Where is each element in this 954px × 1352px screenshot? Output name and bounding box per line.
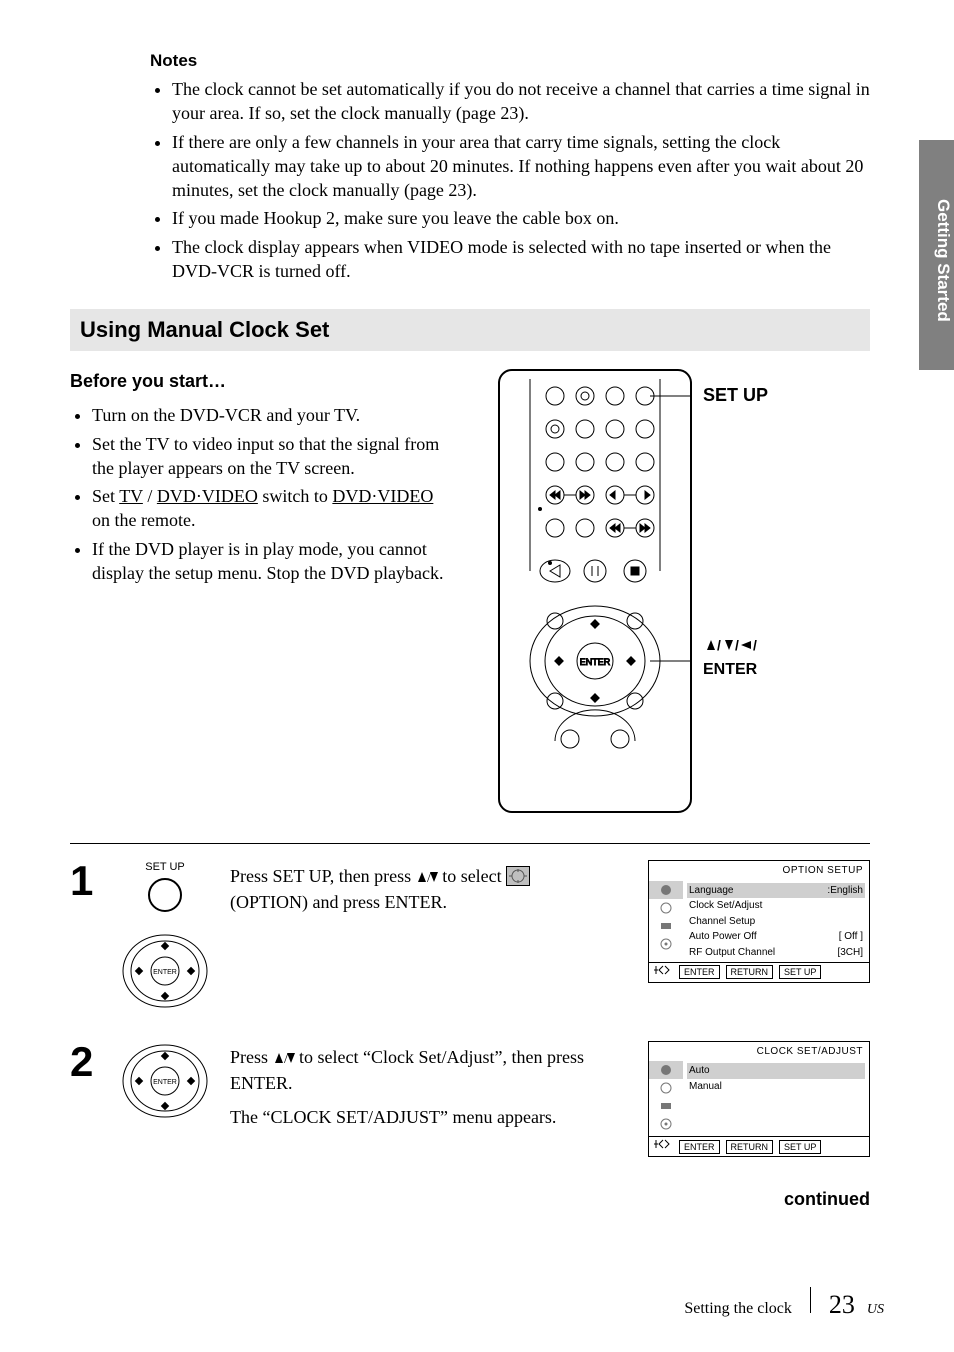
osd-footer: ENTER RETURN SET UP: [649, 962, 869, 982]
svg-text:ENTER: ENTER: [580, 657, 611, 667]
enter-wheel-icon: ENTER: [120, 931, 210, 1011]
enter-wheel-icon: ENTER: [120, 1041, 210, 1121]
svg-text:ENTER: ENTER: [153, 1079, 177, 1086]
section-title: Using Manual Clock Set: [70, 309, 870, 351]
osd-button: ENTER: [679, 965, 720, 979]
remote-buttons-svg: ENTER: [500, 371, 690, 811]
svg-text:ENTER: ENTER: [153, 969, 177, 976]
disc-icon: [659, 937, 673, 951]
osd-button: ENTER: [679, 1140, 720, 1154]
step-icon: ENTER: [120, 1041, 210, 1121]
option-icon: [506, 866, 530, 886]
up-down-icon: /: [416, 866, 438, 890]
osd-row: Language:English: [687, 883, 865, 899]
step-2: 2 ENTER Press / to select “Clock Set/Adj…: [70, 1041, 870, 1157]
remote-diagram: ENTER: [478, 369, 870, 813]
up-down-icon: /: [273, 1047, 295, 1071]
remote-label-enter: ENTER: [703, 661, 757, 678]
osd-title: OPTION SETUP: [649, 861, 869, 881]
notes-list: The clock cannot be set automatically if…: [150, 77, 870, 283]
footer-section: Setting the clock: [684, 1298, 792, 1320]
gear-icon: [659, 883, 673, 897]
nav-arrows-icon: [653, 965, 673, 980]
before-heading: Before you start…: [70, 369, 450, 393]
notes-heading: Notes: [150, 50, 870, 73]
step-number: 1: [70, 860, 100, 902]
list-item: If there are only a few channels in your…: [172, 130, 870, 203]
notes-block: Notes The clock cannot be set automatica…: [150, 50, 870, 283]
clock-icon: [659, 1081, 673, 1095]
step-icon: SET UP ENTER: [120, 860, 210, 1011]
gear-icon: [659, 1063, 673, 1077]
svg-text:/: /: [753, 638, 757, 652]
svg-text:/: /: [717, 638, 721, 652]
divider: [70, 843, 870, 844]
step-text: Press SET UP, then press / to select (OP…: [230, 860, 628, 915]
list-item: If you made Hookup 2, make sure you leav…: [172, 206, 870, 230]
step-1: 1 SET UP ENTER Press SET UP, then press …: [70, 860, 870, 1011]
list-item: Set the TV to video input so that the si…: [92, 432, 450, 481]
osd-button: RETURN: [726, 1140, 774, 1154]
page-number: 23: [829, 1287, 855, 1322]
arrow-icons: / / /: [703, 639, 763, 656]
osd-row: Auto Power Off[ Off ]: [687, 929, 865, 945]
svg-text:/: /: [735, 638, 739, 652]
before-list: Turn on the DVD-VCR and your TV. Set the…: [70, 403, 450, 585]
remote-label-setup: SET UP: [703, 383, 768, 407]
page-footer: Setting the clock 23 US: [684, 1287, 884, 1322]
remote-outline: ENTER: [498, 369, 692, 813]
video-icon: [659, 1099, 673, 1113]
video-icon: [659, 919, 673, 933]
nav-arrows-icon: [653, 1139, 673, 1154]
osd-row: RF Output Channel[3CH]: [687, 945, 865, 961]
osd-side-icons: [649, 1061, 683, 1136]
list-item: If the DVD player is in play mode, you c…: [92, 537, 450, 586]
step-text: Press / to select “Clock Set/Adjust”, th…: [230, 1041, 628, 1130]
list-item: Set TV / DVD·VIDEO switch to DVD·VIDEO o…: [92, 484, 450, 533]
before-you-start: Before you start… Turn on the DVD-VCR an…: [70, 369, 450, 813]
page-region: US: [867, 1301, 884, 1320]
osd-side-icons: [649, 881, 683, 963]
continued-label: continued: [70, 1187, 870, 1211]
osd-title: CLOCK SET/ADJUST: [649, 1042, 869, 1062]
setup-button-icon: [145, 875, 185, 915]
osd-button: RETURN: [726, 965, 774, 979]
list-item: The clock display appears when VIDEO mod…: [172, 235, 870, 284]
list-item: The clock cannot be set automatically if…: [172, 77, 870, 126]
page-content: Notes The clock cannot be set automatica…: [70, 50, 870, 1211]
osd-row: Channel Setup: [687, 914, 865, 930]
osd-footer: ENTER RETURN SET UP: [649, 1136, 869, 1156]
disc-icon: [659, 1117, 673, 1131]
osd-row: Auto: [687, 1063, 865, 1079]
osd-screenshot: OPTION SETUP Language:English Clock Set/…: [648, 860, 870, 983]
osd-row: Manual: [687, 1079, 865, 1095]
clock-icon: [659, 901, 673, 915]
list-item: Turn on the DVD-VCR and your TV.: [92, 403, 450, 427]
step-number: 2: [70, 1041, 100, 1083]
osd-button: SET UP: [779, 965, 821, 979]
osd-button: SET UP: [779, 1140, 821, 1154]
osd-screenshot: CLOCK SET/ADJUST Auto Manual: [648, 1041, 870, 1157]
osd-row: Clock Set/Adjust: [687, 898, 865, 914]
side-tab: Getting Started: [919, 140, 954, 370]
